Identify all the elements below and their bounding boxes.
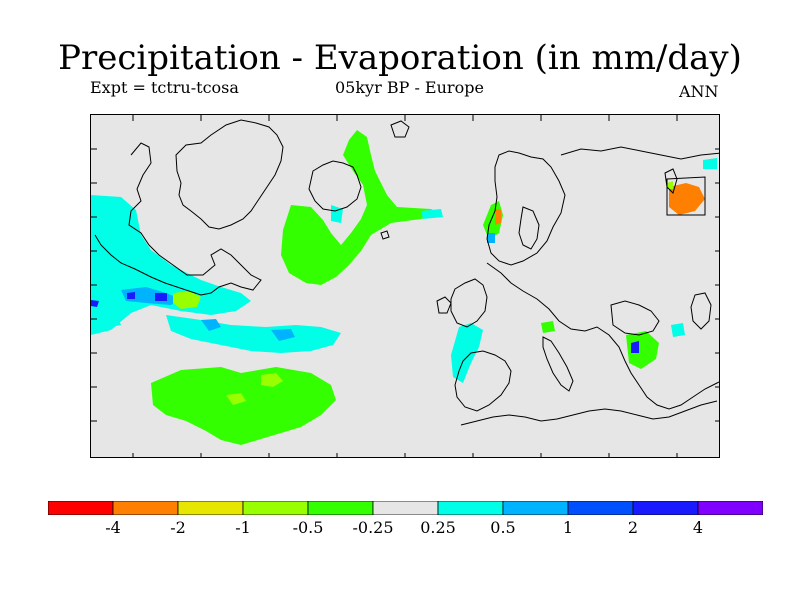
arctic-coastline: [560, 146, 719, 160]
east-coast-outline: [666, 176, 706, 216]
map-ticks: [91, 115, 719, 457]
atlantic-negative-field: [151, 367, 336, 445]
europe-coastline: [486, 262, 719, 410]
colorbar-cell: [112, 501, 179, 515]
colorbar-cell: [372, 501, 439, 515]
iceland-coastline: [308, 160, 362, 212]
colorbar-tick-label: -4: [105, 518, 121, 537]
greenland-north-coast: [175, 119, 284, 230]
map-canvas: [91, 115, 719, 457]
coastlines: [94, 119, 719, 426]
colorbar-tick-label: 0.25: [420, 518, 456, 537]
atlantic-positive-inner-2: [226, 393, 246, 405]
black-sea-coastline: [610, 300, 660, 336]
atlantic-positive-inner: [261, 373, 283, 387]
iberia-cyan-field: [451, 323, 483, 383]
svalbard-coastline: [390, 120, 410, 138]
colorbar-cell: [48, 501, 114, 515]
scandinavia-blue-patch: [487, 233, 495, 243]
colorbar-tick-label: -2: [170, 518, 186, 537]
ireland-coastline: [436, 296, 452, 314]
colorbar: [48, 501, 763, 515]
greenland-coastline: [94, 142, 262, 296]
mediterranean-darkblue-patch: [631, 341, 639, 353]
north-africa-coastline: [460, 400, 718, 426]
east-cyan-patch: [671, 323, 685, 337]
period-region-label: 05kyr BP - Europe: [335, 78, 484, 97]
precip-anomaly-fields: [91, 130, 717, 445]
britain-coastline: [450, 278, 488, 328]
west-darkblue-field-3: [155, 293, 167, 301]
atlantic-blue-patch-2: [271, 329, 295, 341]
colorbar-tick-label: -1: [235, 518, 251, 537]
south-atlantic-cyan: [91, 310, 121, 329]
colorbar-cell: [502, 501, 569, 515]
colorbar-tick-label: 2: [627, 518, 639, 537]
scandinavia-orange-patch: [495, 209, 501, 225]
experiment-label: Expt = tctru-tcosa: [90, 78, 239, 97]
colorbar-cell: [567, 501, 634, 515]
faroe-coastline: [380, 230, 390, 240]
west-darkblue-field-2: [127, 292, 135, 299]
colorbar-cell: [697, 501, 763, 515]
colorbar-cell: [437, 501, 504, 515]
colorbar-tick-label: -0.25: [352, 518, 394, 537]
colorbar-tick-label: 0.5: [490, 518, 516, 537]
baltic-coastline: [518, 206, 540, 250]
norway-sea-cyan: [421, 209, 443, 219]
northeast-cyan-patch: [703, 158, 717, 169]
greenland-green-patch: [173, 291, 201, 309]
iberia-coastline: [454, 350, 512, 412]
chart-title: Precipitation - Evaporation (in mm/day): [58, 38, 742, 78]
colorbar-cell: [177, 501, 244, 515]
caspian-coastline: [690, 292, 712, 330]
atlantic-blue-patch: [201, 319, 221, 331]
season-label: ANN: [679, 82, 719, 101]
north-atlantic-green-plume: [281, 130, 439, 285]
colorbar-cell: [307, 501, 374, 515]
west-darkblue-field: [91, 300, 99, 307]
colorbar-cell: [242, 501, 309, 515]
northeast-orange-patch: [669, 183, 705, 215]
scandinavia-coastline: [486, 150, 566, 266]
map-panel: [90, 114, 720, 458]
italy-coastline: [542, 336, 574, 392]
colorbar-tick-label: 1: [562, 518, 574, 537]
colorbar-tick-label: -0.5: [292, 518, 324, 537]
colorbar-cell: [632, 501, 699, 515]
mediterranean-green-field: [626, 331, 659, 369]
colorbar-tick-label: 4: [692, 518, 704, 537]
northeast-green-patch: [667, 181, 673, 189]
italy-green-patch: [541, 321, 555, 333]
